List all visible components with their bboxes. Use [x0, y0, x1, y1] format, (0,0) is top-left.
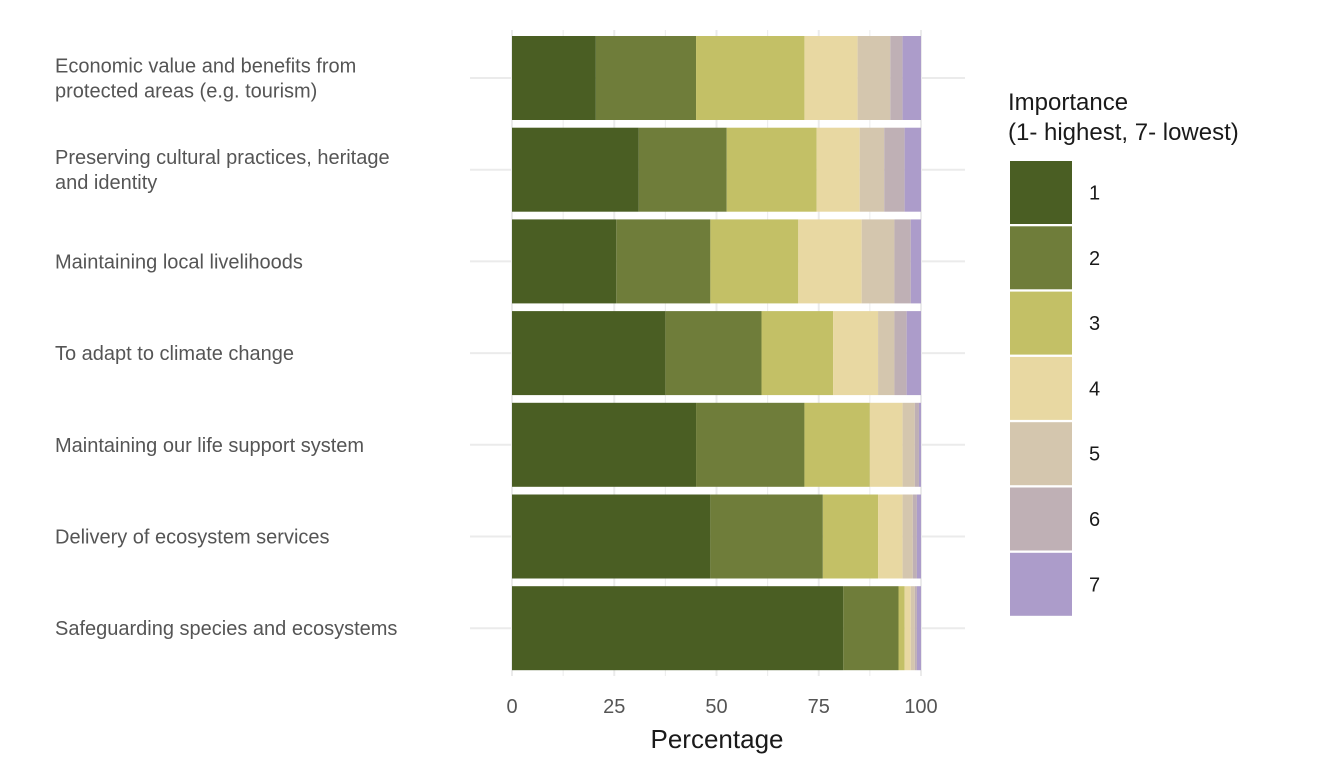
bar-segment	[861, 219, 895, 304]
bar-segment	[878, 311, 895, 396]
bar-segment	[869, 402, 903, 487]
bar-segment	[857, 36, 891, 120]
x-tick-label: 100	[904, 696, 937, 718]
bar-segment	[906, 311, 921, 396]
legend-key	[1010, 291, 1072, 355]
bar-segment	[833, 311, 879, 396]
bar-segment	[914, 586, 917, 671]
x-tick-label: 25	[603, 696, 625, 718]
legend: Importance (1- highest, 7- lowest) 1 2 3 4 5 6…	[1008, 89, 1239, 616]
bar-segment	[898, 586, 905, 671]
bar-segment	[710, 219, 799, 304]
x-axis-title: Percentage	[651, 724, 784, 754]
category-label: Delivery of ecosystem services	[55, 527, 330, 549]
bar-segment	[916, 494, 921, 579]
bar-segment	[912, 494, 917, 579]
bar-segment	[902, 36, 921, 120]
bar-segment	[916, 586, 921, 671]
bar-segment	[804, 402, 870, 487]
legend-label: 6	[1089, 509, 1100, 531]
bar-segment	[890, 36, 903, 120]
bar-segment	[726, 127, 817, 212]
bar-segment	[761, 311, 834, 396]
bar-segment	[710, 494, 823, 579]
x-axis-ticks: 0 25 50 75 100	[506, 696, 937, 718]
legend-key	[1010, 161, 1072, 224]
legend-title: Importance (1- highest, 7- lowest)	[1008, 89, 1239, 146]
legend-key	[1010, 226, 1072, 290]
bar-segment	[910, 586, 915, 671]
bar-segment	[910, 219, 921, 304]
bar-segment	[902, 402, 915, 487]
bar-segment	[904, 127, 921, 212]
bar-segment	[665, 311, 762, 396]
bar-segment	[918, 402, 921, 487]
bar-segment	[512, 586, 844, 671]
bar-segment	[512, 402, 697, 487]
legend-label: 5	[1089, 444, 1100, 466]
bar-segment	[904, 586, 911, 671]
legend-key	[1010, 487, 1072, 551]
bar-segment	[894, 311, 907, 396]
bar-segment	[843, 586, 899, 671]
x-tick-label: 0	[506, 696, 517, 718]
category-label: Preserving cultural practices, heritage a…	[55, 147, 390, 194]
x-tick-label: 75	[808, 696, 830, 718]
bar-segment	[512, 311, 666, 396]
legend-keys: 1 2 3 4 5 6 7	[1010, 161, 1100, 616]
legend-label: 3	[1089, 313, 1100, 335]
legend-label: 1	[1089, 183, 1100, 205]
legend-key	[1010, 552, 1072, 616]
legend-key	[1010, 356, 1072, 420]
bar-segment	[696, 36, 805, 120]
bar-segment	[859, 127, 885, 212]
bar-segment	[804, 36, 858, 120]
bar-segment	[878, 494, 903, 579]
bar-segment	[616, 219, 711, 304]
bar-segment	[696, 402, 805, 487]
x-tick-label: 50	[705, 696, 727, 718]
bar-segment	[884, 127, 905, 212]
legend-label: 2	[1089, 248, 1100, 270]
bar-segment	[914, 402, 919, 487]
bar-segment	[822, 494, 879, 579]
bar-segment	[512, 127, 639, 212]
bar-segment	[816, 127, 860, 212]
legend-label: 7	[1089, 574, 1100, 596]
y-axis-labels: Economic value and benefits from protecte…	[55, 56, 397, 641]
category-label: Economic value and benefits from protecte…	[55, 56, 356, 103]
bars	[512, 36, 921, 671]
bar-segment	[902, 494, 913, 579]
category-label: To adapt to climate change	[55, 343, 294, 365]
bar-segment	[512, 36, 596, 120]
category-label: Maintaining our life support system	[55, 435, 364, 457]
bar-segment	[894, 219, 911, 304]
bar-segment	[638, 127, 727, 212]
category-label: Safeguarding species and ecosystems	[55, 618, 397, 640]
legend-key	[1010, 422, 1072, 486]
bar-segment	[595, 36, 697, 120]
category-label: Maintaining local livelihoods	[55, 251, 303, 273]
bar-segment	[512, 219, 617, 304]
bar-segment	[512, 494, 711, 579]
legend-label: 4	[1089, 378, 1100, 400]
bar-segment	[798, 219, 862, 304]
